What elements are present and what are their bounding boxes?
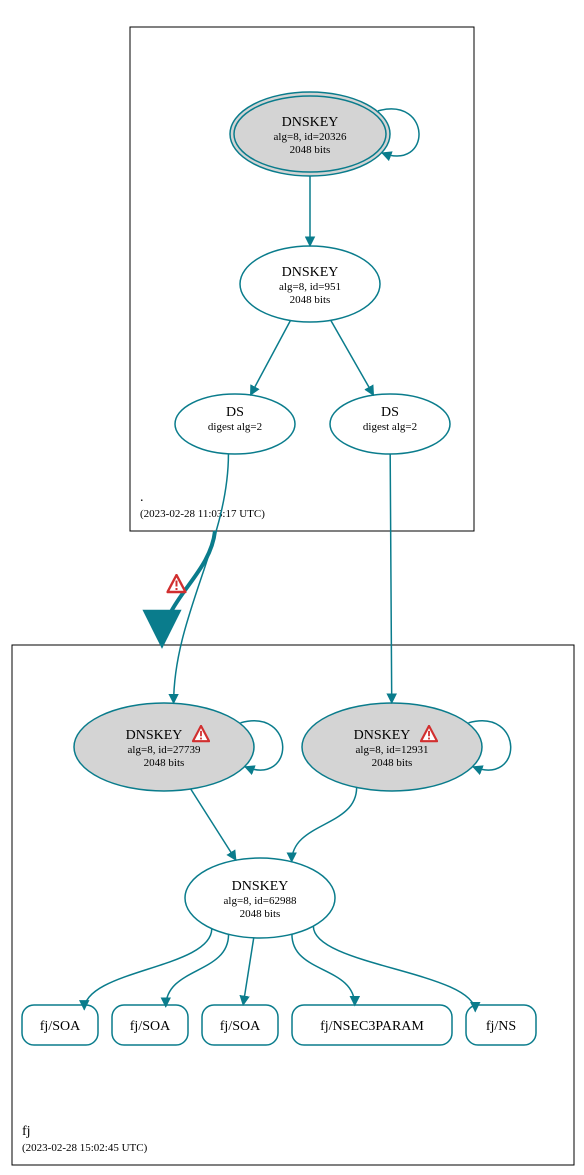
node-sub1: digest alg=2 bbox=[208, 421, 262, 433]
node-title: DNSKEY bbox=[282, 115, 339, 130]
node-child_ksk1: DNSKEYalg=8, id=277392048 bits bbox=[74, 703, 254, 791]
node-title: DS bbox=[381, 405, 399, 420]
node-child_zsk: DNSKEYalg=8, id=629882048 bits bbox=[185, 858, 335, 938]
node-sub1: digest alg=2 bbox=[363, 421, 417, 433]
zone-timestamp-root: (2023-02-28 11:03:17 UTC) bbox=[140, 508, 265, 520]
node-rr1: fj/SOA bbox=[22, 1005, 98, 1045]
edge bbox=[292, 787, 357, 861]
node-title: DS bbox=[226, 405, 244, 420]
node-rr3: fj/SOA bbox=[202, 1005, 278, 1045]
node-ds_left: DSdigest alg=2 bbox=[175, 394, 295, 454]
node-sub2: 2048 bits bbox=[290, 294, 331, 306]
node-label: fj/SOA bbox=[40, 1019, 81, 1034]
node-title: DNSKEY bbox=[282, 265, 339, 280]
edge bbox=[390, 454, 392, 703]
node-label: fj/SOA bbox=[220, 1019, 261, 1034]
zone-name-root: . bbox=[140, 490, 144, 505]
edge bbox=[292, 934, 355, 1005]
warning-icon bbox=[168, 575, 186, 592]
node-root_ksk: DNSKEYalg=8, id=203262048 bits bbox=[230, 92, 390, 176]
node-sub2: 2048 bits bbox=[240, 908, 281, 920]
node-label: fj/NS bbox=[486, 1019, 516, 1034]
edge bbox=[331, 320, 374, 395]
edge bbox=[313, 926, 475, 1011]
edge bbox=[174, 454, 229, 703]
edge bbox=[191, 789, 236, 860]
zone-name-child: fj bbox=[22, 1124, 31, 1139]
node-root_zsk: DNSKEYalg=8, id=9512048 bits bbox=[240, 246, 380, 322]
node-rr4: fj/NSEC3PARAM bbox=[292, 1005, 452, 1045]
node-sub1: alg=8, id=27739 bbox=[128, 744, 201, 756]
node-title: DNSKEY bbox=[126, 728, 183, 743]
node-child_ksk2: DNSKEYalg=8, id=129312048 bits bbox=[302, 703, 482, 791]
node-sub2: 2048 bits bbox=[372, 757, 413, 769]
node-title: DNSKEY bbox=[232, 879, 289, 894]
node-sub2: 2048 bits bbox=[144, 757, 185, 769]
node-sub1: alg=8, id=951 bbox=[279, 281, 341, 293]
edge bbox=[84, 929, 212, 1010]
edge bbox=[243, 938, 254, 1005]
dnssec-diagram: . (2023-02-28 11:03:17 UTC) fj (2023-02-28 … bbox=[0, 0, 584, 1175]
edge bbox=[166, 934, 229, 1006]
node-label: fj/NSEC3PARAM bbox=[320, 1019, 424, 1034]
node-sub1: alg=8, id=12931 bbox=[356, 744, 429, 756]
node-ds_right: DSdigest alg=2 bbox=[330, 394, 450, 454]
zone-timestamp-child: (2023-02-28 15:02:45 UTC) bbox=[22, 1142, 148, 1154]
node-rr2: fj/SOA bbox=[112, 1005, 188, 1045]
node-sub2: 2048 bits bbox=[290, 144, 331, 156]
edge bbox=[251, 320, 291, 395]
node-rr5: fj/NS bbox=[466, 1005, 536, 1045]
node-sub1: alg=8, id=62988 bbox=[224, 895, 297, 907]
node-label: fj/SOA bbox=[130, 1019, 171, 1034]
node-sub1: alg=8, id=20326 bbox=[274, 131, 347, 143]
node-title: DNSKEY bbox=[354, 728, 411, 743]
